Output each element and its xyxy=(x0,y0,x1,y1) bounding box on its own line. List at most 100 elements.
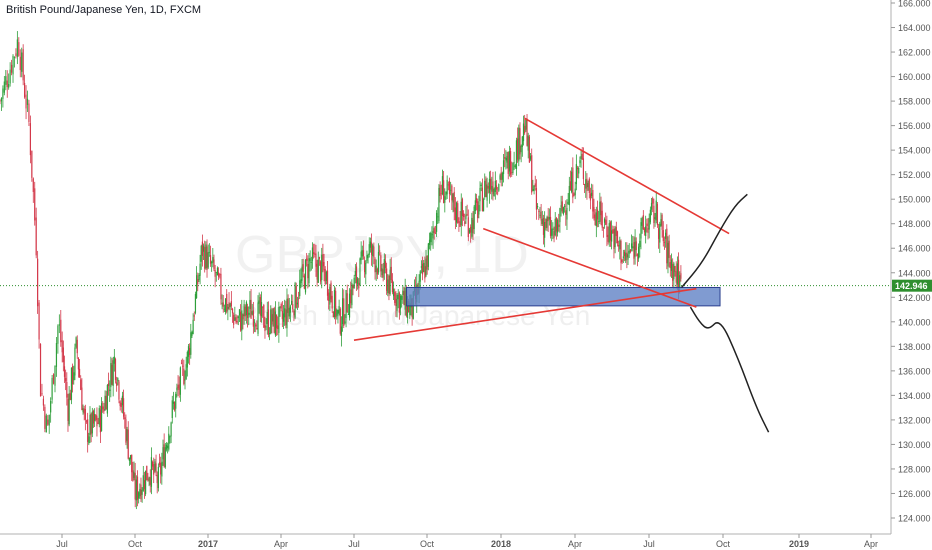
candle-body xyxy=(323,261,325,271)
candle-body xyxy=(61,340,63,353)
candle-body xyxy=(390,266,392,281)
time-axis-tick-label: 2017 xyxy=(198,539,218,549)
candle-body xyxy=(321,254,323,281)
candle-body xyxy=(359,258,361,286)
candle-body xyxy=(338,305,340,314)
candle-body xyxy=(148,477,150,481)
candle-body xyxy=(357,278,359,285)
candle-body xyxy=(233,314,235,325)
candle-body xyxy=(257,302,259,334)
candle-body xyxy=(554,218,556,236)
candle-body xyxy=(121,395,124,406)
candle-body xyxy=(44,406,46,429)
candle-body xyxy=(282,313,285,322)
candle-body xyxy=(451,185,453,201)
candle-body xyxy=(339,308,341,334)
trendline xyxy=(524,117,730,235)
candle-body xyxy=(609,222,612,241)
candle-body xyxy=(676,263,678,285)
candle-body xyxy=(474,200,476,211)
candle-body xyxy=(575,164,577,185)
candle-body xyxy=(26,98,29,105)
price-axis-tick-label: 154.000 xyxy=(898,146,931,156)
candle-body xyxy=(647,228,649,233)
candle-body xyxy=(39,344,42,397)
projection-path xyxy=(680,193,748,288)
candle-body xyxy=(391,279,394,293)
candle-body xyxy=(277,325,279,330)
candle-body xyxy=(99,409,102,433)
candle-body xyxy=(177,385,179,389)
candle-body xyxy=(110,363,112,388)
candle-body xyxy=(252,310,254,327)
candle-body xyxy=(314,253,316,255)
candle-body xyxy=(355,266,358,284)
price-axis-tick-label: 162.000 xyxy=(898,48,931,58)
candle-body xyxy=(587,182,589,188)
trendline xyxy=(482,227,697,308)
price-axis[interactable]: 124.000 126.000 128.000 130.000 132.000 134.0… xyxy=(890,0,932,534)
candle-body xyxy=(612,229,614,234)
candle-body xyxy=(278,307,280,333)
candle-body xyxy=(147,479,149,481)
candle-body xyxy=(212,257,214,263)
candle-body xyxy=(187,346,190,357)
candle-body xyxy=(464,221,466,225)
candle-body xyxy=(100,403,103,432)
candle-body xyxy=(13,57,16,58)
candle-body xyxy=(55,343,58,367)
candle-body xyxy=(630,243,633,248)
candle-body xyxy=(605,219,607,225)
candle-body xyxy=(98,408,100,425)
candle-body xyxy=(380,255,382,272)
annotation-group[interactable] xyxy=(353,117,770,433)
candle-body xyxy=(190,332,192,355)
trendline xyxy=(353,287,697,341)
candle-body xyxy=(222,302,224,307)
candle-body xyxy=(639,240,641,248)
candle-body xyxy=(292,304,294,310)
candle-body xyxy=(226,293,228,312)
candle-body xyxy=(227,306,229,310)
candle-body xyxy=(409,303,411,316)
candle-body xyxy=(162,447,164,460)
candle-body xyxy=(51,377,53,400)
candle-body xyxy=(512,163,514,174)
candle-body xyxy=(608,223,610,243)
candle-body xyxy=(336,309,338,316)
candle-body xyxy=(179,367,181,395)
candle-body xyxy=(62,347,64,363)
candle-body xyxy=(466,213,468,216)
candle-body xyxy=(494,180,496,192)
time-axis[interactable]: Jul Oct 2017 Apr Jul Oct 2018 Apr Jul Oct 2019 Apr xyxy=(0,533,891,549)
time-axis-tick-label: 2019 xyxy=(789,539,809,549)
candle-body xyxy=(399,296,402,309)
candle-body xyxy=(229,303,231,308)
candle-body xyxy=(118,381,120,400)
candle-body xyxy=(198,275,200,280)
candle-body xyxy=(398,292,400,313)
candle-body xyxy=(140,484,142,500)
candle-body xyxy=(441,176,444,195)
candle-body xyxy=(202,245,205,252)
candle-body xyxy=(659,223,661,243)
candle-body xyxy=(259,297,261,316)
candle-body xyxy=(154,461,156,471)
candle-body xyxy=(299,280,301,297)
candle-body xyxy=(266,311,268,325)
candle-body xyxy=(460,201,462,226)
candle-body xyxy=(256,328,258,330)
time-axis-tick-label: Apr xyxy=(274,539,288,549)
candle-body xyxy=(437,216,439,218)
candle-body xyxy=(191,331,193,337)
candle-body xyxy=(602,227,604,229)
candle-body xyxy=(142,475,144,491)
candle-body xyxy=(215,272,217,273)
candle-body xyxy=(0,98,3,102)
candle-body xyxy=(501,173,503,180)
candle-body xyxy=(186,351,188,368)
candle-body xyxy=(85,420,88,422)
candle-body xyxy=(74,347,76,376)
candle-body xyxy=(628,250,630,254)
